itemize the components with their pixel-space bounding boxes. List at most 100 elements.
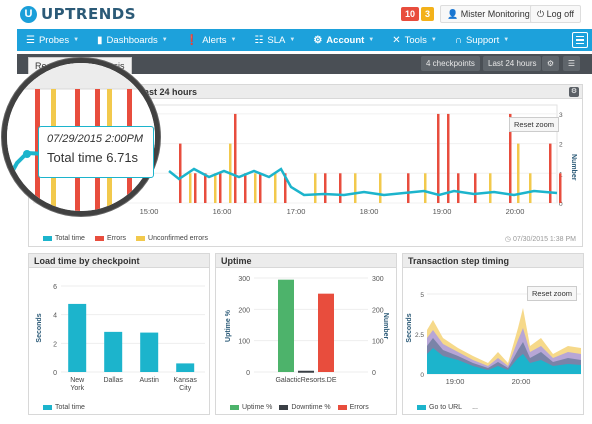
x-tick-label: 18:00 bbox=[360, 207, 379, 216]
error-bar bbox=[474, 173, 477, 203]
y-tick-label: 0 bbox=[53, 370, 57, 377]
unconfirmed-error-bar bbox=[424, 173, 427, 203]
error-bar bbox=[324, 173, 327, 203]
logo[interactable]: U UPTRENDS bbox=[20, 5, 136, 23]
nav-account[interactable]: ⚙ Account ▼ bbox=[304, 29, 383, 51]
legend-label: Uptime % bbox=[242, 404, 273, 411]
legend-go-to-url[interactable]: Go to URL bbox=[417, 404, 462, 411]
legend-swatch bbox=[230, 405, 239, 410]
alert-count-badge[interactable]: 10 bbox=[401, 7, 420, 21]
y-tick-label: 2.5 bbox=[415, 332, 424, 339]
bar-chart-icon: ▮ bbox=[97, 34, 103, 46]
logout-label: Log off bbox=[546, 9, 575, 19]
unconfirmed-error-bar bbox=[529, 173, 532, 203]
time-range-button[interactable]: Last 24 hours bbox=[483, 56, 542, 71]
unconfirmed-error-bar bbox=[254, 173, 257, 203]
main-chart-title: ast 24 hours bbox=[29, 85, 582, 99]
x-tick-label: New bbox=[70, 377, 85, 384]
tools-icon: ✕ bbox=[392, 34, 401, 46]
x-tick-label: GalacticResorts.DE bbox=[275, 377, 336, 384]
nav-alerts[interactable]: ❗ Alerts ▼ bbox=[177, 29, 246, 51]
y-axis-label: Seconds bbox=[406, 313, 413, 342]
y-tick-label: 5 bbox=[420, 292, 424, 299]
logo-text: UPTRENDS bbox=[41, 5, 137, 23]
reset-zoom-button[interactable]: Reset zoom bbox=[509, 117, 560, 132]
legend-swatch bbox=[43, 405, 52, 410]
y-right-tick-label: 100 bbox=[372, 339, 384, 346]
unconfirmed-error-bar bbox=[379, 173, 382, 203]
legend-swatch bbox=[43, 236, 52, 241]
caret-down-icon: ▼ bbox=[368, 37, 375, 43]
error-bar bbox=[437, 113, 440, 203]
error-bar bbox=[204, 173, 207, 203]
nav-probes[interactable]: ☰ Probes ▼ bbox=[17, 29, 88, 51]
error-bar bbox=[244, 173, 247, 203]
x-tick-label: 19:00 bbox=[446, 377, 465, 386]
legend-unconfirmed-errors[interactable]: Unconfirmed errors bbox=[136, 235, 208, 242]
transaction-chart-svg: 0 2.5 5 Seconds 19:00 20:00 bbox=[406, 292, 581, 386]
y-tick-label: 2 bbox=[53, 341, 57, 348]
legend-uptime[interactable]: Uptime % bbox=[230, 404, 272, 411]
panel-settings-gear-icon[interactable]: ⚙ bbox=[569, 87, 579, 97]
caret-down-icon: ▼ bbox=[289, 37, 296, 43]
x-tick-label: 16:00 bbox=[213, 207, 232, 216]
reset-zoom-button[interactable]: Reset zoom bbox=[527, 286, 578, 301]
x-tick-label: 15:00 bbox=[140, 207, 159, 216]
warning-count-badge[interactable]: 3 bbox=[421, 7, 435, 21]
transaction-step-panel: Transaction step timing 0 2.5 5 Seconds 19:0… bbox=[402, 253, 584, 415]
legend-total-time[interactable]: Total time bbox=[43, 404, 85, 411]
logout-button[interactable]: ⏻ Log off bbox=[530, 5, 582, 23]
legend-errors[interactable]: Errors bbox=[337, 404, 369, 411]
error-bar bbox=[457, 173, 460, 203]
bar bbox=[68, 303, 87, 372]
x-tick-label: 20:00 bbox=[512, 377, 531, 386]
list-menu-icon[interactable]: ☰ bbox=[563, 56, 580, 71]
nav-support[interactable]: ∩ Support ▼ bbox=[446, 29, 518, 51]
unconfirmed-error-bar bbox=[489, 173, 492, 203]
legend-total-time[interactable]: Total time bbox=[43, 235, 85, 242]
chart-tooltip: 07/29/2015 2:00PM Total time 6.71s bbox=[38, 126, 154, 178]
uptime-legend: Uptime % Downtime % Errors bbox=[230, 404, 369, 411]
legend-more[interactable]: ... bbox=[472, 404, 478, 411]
main-nav: ☰ Probes ▼ ▮ Dashboards ▼ ❗ Alerts ▼ ☷ S… bbox=[17, 29, 592, 51]
user-icon: 👤 bbox=[447, 9, 459, 19]
tooltip-point-marker bbox=[23, 150, 31, 158]
brand-bar: U UPTRENDS 10 3 👤 Mister Monitoring ⏻ Lo… bbox=[0, 0, 592, 27]
load-time-panel: Load time by checkpoint 0 2 4 6 Seconds New Yo… bbox=[28, 253, 210, 415]
checkpoints-button[interactable]: 4 checkpoints bbox=[421, 56, 480, 71]
x-tick-label: York bbox=[70, 385, 84, 392]
y-left-tick-label: 300 bbox=[238, 276, 250, 283]
legend-swatch bbox=[94, 236, 104, 241]
bar bbox=[278, 279, 294, 372]
hamburger-menu-icon[interactable] bbox=[572, 32, 588, 48]
legend-downtime[interactable]: Downtime % bbox=[279, 404, 331, 411]
nav-sla[interactable]: ☷ SLA ▼ bbox=[245, 29, 304, 51]
user-button[interactable]: 👤 Mister Monitoring bbox=[440, 5, 537, 23]
transaction-legend: Go to URL ... bbox=[417, 404, 478, 411]
y-left-tick-label: 0 bbox=[246, 370, 250, 377]
y-right-tick-label: 0 bbox=[372, 370, 376, 377]
x-tick-label: 17:00 bbox=[287, 207, 306, 216]
y-left-tick-label: 200 bbox=[238, 307, 250, 314]
x-tick-label: 19:00 bbox=[433, 207, 452, 216]
tooltip-value: Total time 6.71s bbox=[47, 150, 139, 165]
y-right-axis-label: Number bbox=[382, 313, 389, 340]
error-bar bbox=[284, 173, 287, 203]
settings-gear-icon[interactable]: ⚙ bbox=[542, 56, 559, 71]
nav-dashboards[interactable]: ▮ Dashboards ▼ bbox=[88, 29, 177, 51]
nav-support-label: Support bbox=[465, 34, 500, 46]
legend-errors[interactable]: Errors bbox=[94, 235, 126, 242]
tooltip-date: 07/29/2015 2:00PM bbox=[47, 133, 144, 145]
clock-icon: ◷ bbox=[504, 236, 511, 243]
legend-swatch bbox=[136, 236, 146, 241]
x-tick-label: City bbox=[179, 385, 192, 392]
y-tick-label: 3 bbox=[559, 112, 563, 119]
caret-down-icon: ▼ bbox=[230, 37, 237, 43]
nav-tools[interactable]: ✕ Tools ▼ bbox=[383, 29, 446, 51]
unconfirmed-error-bar bbox=[274, 173, 277, 203]
y-axis-label: Seconds bbox=[36, 313, 43, 342]
legend-swatch bbox=[279, 405, 289, 410]
last-updated-timestamp: ◷ 07/30/2015 1:38 PM bbox=[505, 235, 576, 243]
y-tick-label: 2 bbox=[559, 142, 563, 149]
